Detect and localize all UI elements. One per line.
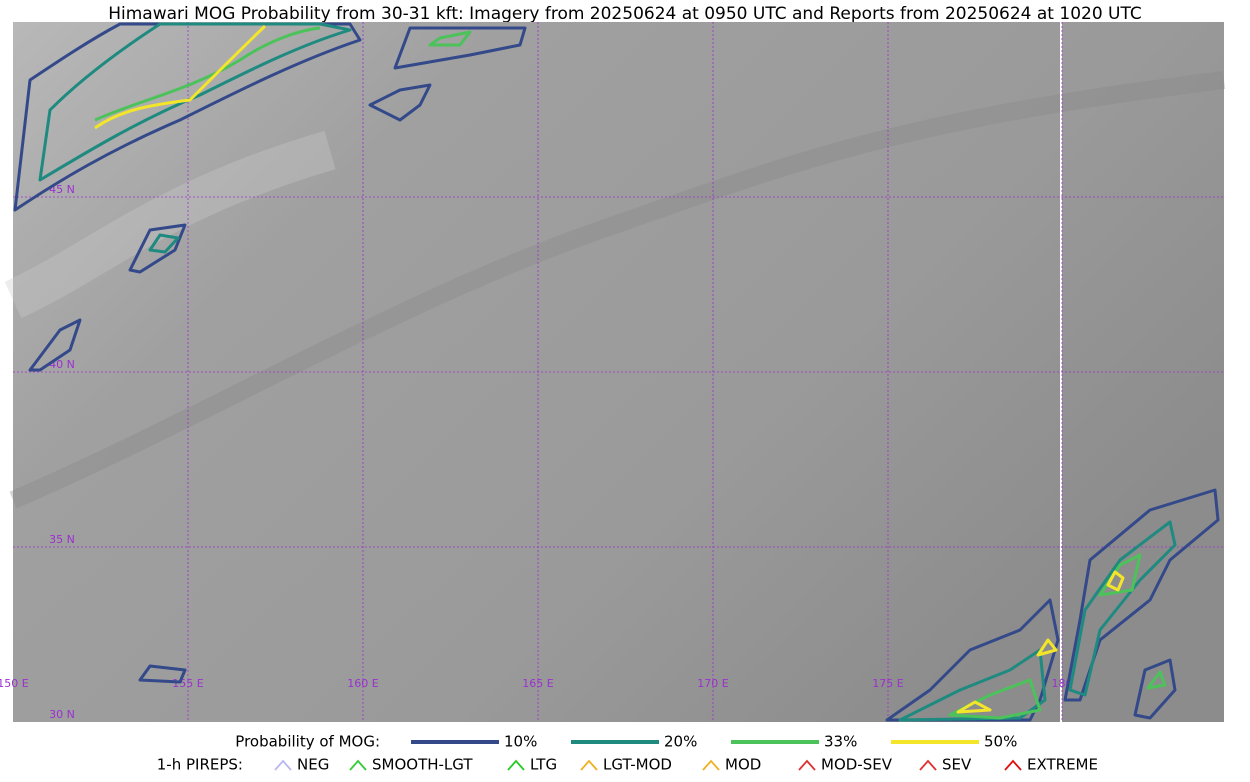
legend-entry: 33% — [824, 733, 857, 751]
contour-50 — [1106, 570, 1125, 592]
lon-label: 160 E — [347, 677, 378, 690]
contour-33 — [948, 678, 1042, 720]
lon-label: 150 E — [0, 677, 29, 690]
contour-50 — [94, 24, 267, 130]
contour-20 — [38, 22, 352, 182]
pirep-symbol — [798, 759, 816, 771]
title: Himawari MOG Probability from 30-31 kft:… — [108, 4, 1142, 24]
pirep-symbol — [1004, 759, 1022, 771]
contour-33 — [428, 30, 472, 47]
pirep-entry: EXTREME — [1027, 756, 1098, 774]
pirep-symbol — [274, 759, 292, 771]
lon-label: 170 E — [697, 677, 728, 690]
contour-10 — [393, 26, 527, 70]
lat-label: 45 N — [49, 183, 75, 196]
contour-33 — [1146, 670, 1167, 690]
pirep-entry: SEV — [942, 756, 972, 774]
contour-10 — [13, 22, 362, 212]
pirep-symbol — [702, 759, 720, 771]
contour-50 — [1036, 638, 1058, 657]
lon-label: 155 E — [172, 677, 203, 690]
imagery-band — [9, 71, 1226, 509]
pirep-entry: NEG — [297, 756, 329, 774]
contour-10 — [138, 664, 187, 684]
lat-label: 35 N — [49, 533, 75, 546]
pirep-symbol — [507, 759, 525, 771]
pirep-symbol — [919, 759, 937, 771]
contour-20 — [148, 233, 180, 254]
pirep-legend-label: 1-h PIREPS: — [157, 756, 243, 774]
imagery-cloud — [4, 130, 336, 319]
pirep-entry: LTG — [530, 756, 557, 774]
contours — [13, 22, 1220, 722]
contour-10 — [368, 83, 432, 122]
contour-20 — [1068, 520, 1177, 697]
pirep-entry: MOD — [725, 756, 761, 774]
pirep-entry: LGT-MOD — [603, 756, 672, 774]
pirep-entry: MOD-SEV — [821, 756, 893, 774]
contour-33 — [94, 26, 321, 122]
legend-entry: 10% — [504, 733, 537, 751]
pirep-symbol — [349, 759, 367, 771]
contour-10 — [128, 223, 187, 274]
lon-label: 165 E — [522, 677, 553, 690]
contour-10 — [1133, 658, 1177, 720]
pirep-entry: SMOOTH-LGT — [372, 756, 473, 774]
legend-entry: 50% — [984, 733, 1017, 751]
contour-10 — [885, 598, 1060, 722]
contour-10 — [28, 318, 82, 372]
lon-label: 175 E — [872, 677, 903, 690]
legend: Probability of MOG: 1-h PIREPS: 10% 20% 33… — [157, 733, 1098, 774]
legend-entry: 20% — [664, 733, 697, 751]
contour-50 — [956, 700, 992, 714]
lat-label: 30 N — [49, 708, 75, 721]
pirep-symbol — [580, 759, 598, 771]
probability-legend-label: Probability of MOG: — [235, 733, 380, 751]
